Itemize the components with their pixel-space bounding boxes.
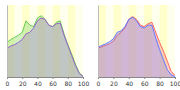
x-tick: 40 [34,77,42,87]
series-area [7,16,83,77]
x-tick-label: 0 [6,80,10,87]
x-tick: 80 [156,77,164,87]
series-line [7,16,83,76]
x-tick-label: 60 [141,80,149,87]
x-tick: 60 [49,77,57,87]
series-area [98,17,175,77]
x-tick: 80 [64,77,72,87]
x-tick: 60 [141,77,149,87]
y-axis-line [7,6,8,78]
plot-area [98,17,175,77]
series-area [98,17,175,77]
x-tick-label: 40 [125,80,133,87]
x-tick: 0 [6,77,10,87]
chart-canvas: 0 20 40 60 80 100 0 20 40 60 80 100 [0,0,180,90]
x-tick: 20 [110,77,118,87]
x-tick-label: 100 [78,80,90,87]
y-axis [98,6,99,78]
x-tick-label: 40 [34,80,42,87]
series-line [7,18,83,76]
x-tick: 100 [78,77,90,87]
x-axis: 0 20 40 60 80 100 [6,77,90,87]
plot-background [7,5,83,77]
x-tick: 40 [125,77,133,87]
panel: 0 20 40 60 80 100 [97,5,180,87]
x-tick-label: 60 [49,80,57,87]
x-axis-line [99,77,176,78]
x-tick-label: 0 [97,80,101,87]
x-tick-label: 20 [19,80,27,87]
y-axis-line [98,6,99,78]
x-tick-label: 20 [110,80,118,87]
plot-area [7,16,83,77]
x-tick-label: 100 [170,80,180,87]
series-line [98,17,175,76]
x-tick-label: 80 [156,80,164,87]
series-area [7,18,83,77]
y-axis [7,6,8,78]
x-tick: 0 [97,77,101,87]
x-tick: 20 [19,77,27,87]
plot-background [98,5,175,77]
x-axis: 0 20 40 60 80 100 [97,77,180,87]
panel: 0 20 40 60 80 100 [6,5,90,87]
x-axis-line [8,77,84,78]
x-tick: 100 [170,77,180,87]
x-tick-label: 80 [64,80,72,87]
